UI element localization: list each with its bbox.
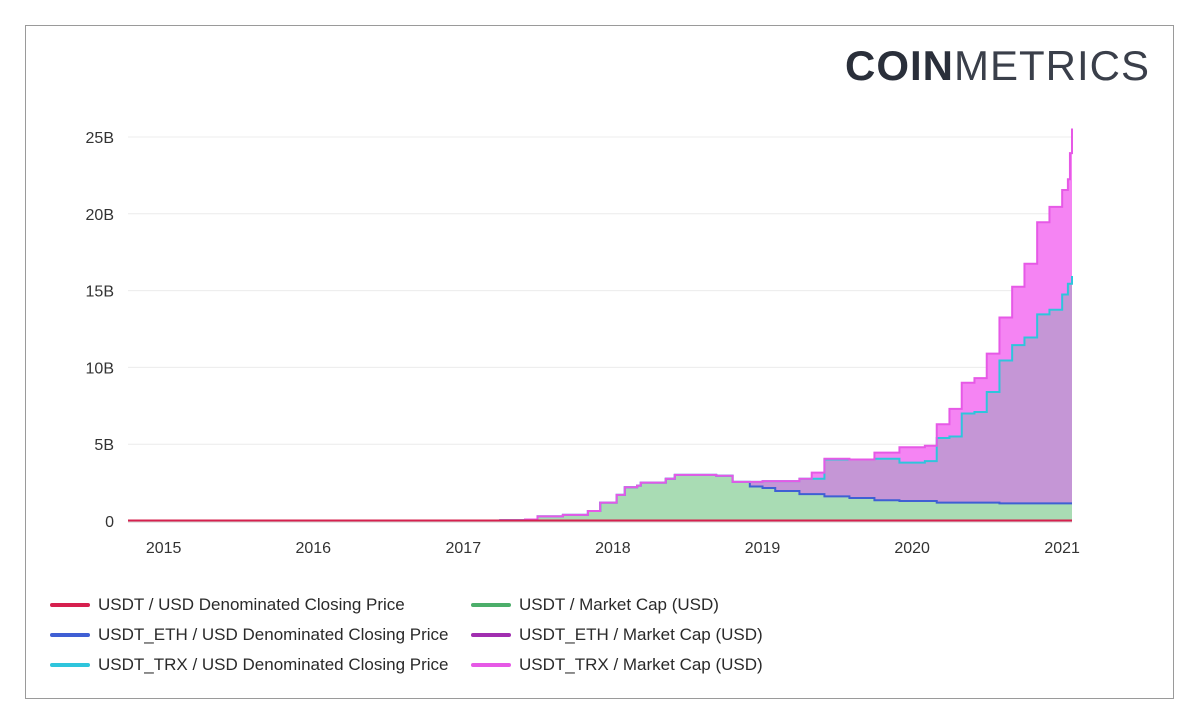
legend-item-usdt-eth-mcap[interactable]: USDT_ETH / Market Cap (USD) xyxy=(471,623,763,647)
line-usdt-trx-mcap-top xyxy=(128,128,1073,522)
legend: USDT / USD Denominated Closing Price USD… xyxy=(50,593,810,683)
legend-item-usdt-eth-price[interactable]: USDT_ETH / USD Denominated Closing Price xyxy=(50,623,449,647)
y-tick-label: 20B xyxy=(86,207,114,224)
legend-item-usdt-trx-price[interactable]: USDT_TRX / USD Denominated Closing Price xyxy=(50,653,449,677)
legend-label-usdt-price: USDT / USD Denominated Closing Price xyxy=(98,595,405,614)
area-usdt-eth-mcap xyxy=(128,276,1072,521)
x-tick-label: 2021 xyxy=(1044,540,1080,557)
legend-label-usdt-trx-mcap: USDT_TRX / Market Cap (USD) xyxy=(519,655,763,674)
legend-item-usdt-price[interactable]: USDT / USD Denominated Closing Price xyxy=(50,593,405,617)
legend-swatch-usdt-trx-mcap xyxy=(471,663,511,667)
legend-label-usdt-eth-price: USDT_ETH / USD Denominated Closing Price xyxy=(98,625,449,644)
legend-swatch-usdt-trx-price xyxy=(50,663,90,667)
coinmetrics-logo: COINMETRICS xyxy=(845,42,1150,90)
area-usdt-mcap xyxy=(128,474,1072,521)
logo-light-text: METRICS xyxy=(954,42,1150,89)
x-tick-label: 2016 xyxy=(295,540,331,557)
x-tick-label: 2017 xyxy=(446,540,482,557)
y-tick-label: 10B xyxy=(86,360,114,377)
legend-swatch-usdt-eth-mcap xyxy=(471,633,511,637)
legend-swatch-usdt-price xyxy=(50,603,90,607)
y-tick-label: 25B xyxy=(86,130,114,147)
legend-item-usdt-mcap[interactable]: USDT / Market Cap (USD) xyxy=(471,593,719,617)
legend-label-usdt-mcap: USDT / Market Cap (USD) xyxy=(519,595,719,614)
legend-swatch-usdt-eth-price xyxy=(50,633,90,637)
legend-swatch-usdt-mcap xyxy=(471,603,511,607)
y-tick-label: 15B xyxy=(86,284,114,301)
y-tick-label: 5B xyxy=(94,437,114,454)
y-tick-label: 0 xyxy=(105,514,114,531)
legend-item-usdt-trx-mcap[interactable]: USDT_TRX / Market Cap (USD) xyxy=(471,653,763,677)
legend-label-usdt-eth-mcap: USDT_ETH / Market Cap (USD) xyxy=(519,625,763,644)
x-tick-label: 2020 xyxy=(894,540,930,557)
x-tick-label: 2015 xyxy=(146,540,182,557)
x-tick-label: 2018 xyxy=(595,540,631,557)
legend-label-usdt-trx-price: USDT_TRX / USD Denominated Closing Price xyxy=(98,655,449,674)
logo-bold-text: COIN xyxy=(845,42,954,89)
x-tick-label: 2019 xyxy=(745,540,781,557)
